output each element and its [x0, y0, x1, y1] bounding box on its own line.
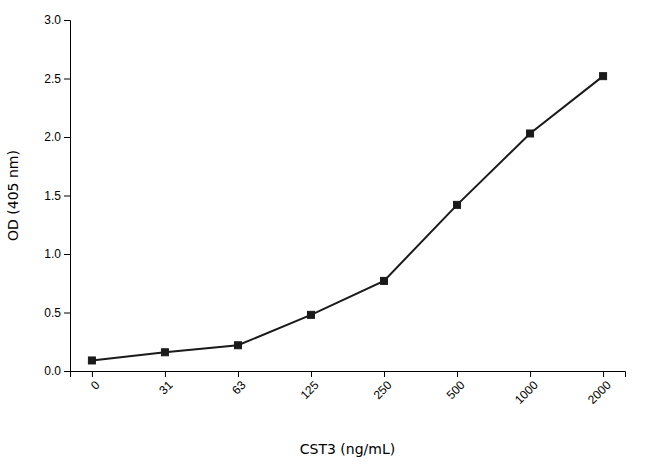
- x-tick: 500: [444, 371, 468, 402]
- y-axis: 0.0 0.5 1.0 1.5 2.0 2.5 3.0: [44, 13, 70, 378]
- x-tick: 63: [229, 371, 249, 397]
- y-tick-label: 2.5: [44, 72, 61, 86]
- marker: [454, 201, 461, 208]
- y-tick-mark: [64, 313, 70, 314]
- y-tick-label: 1.0: [44, 247, 61, 261]
- y-tick-mark: [64, 137, 70, 138]
- y-tick: 2.5: [44, 72, 70, 86]
- x-tick: 2000: [585, 371, 614, 407]
- x-axis-line: [71, 372, 626, 378]
- x-tick: 250: [371, 371, 395, 402]
- y-tick-mark: [64, 196, 70, 197]
- y-tick: 1.0: [44, 247, 70, 261]
- x-tick-mark: [603, 371, 604, 377]
- x-tick-mark: [530, 371, 531, 377]
- marker: [88, 357, 95, 364]
- marker: [307, 311, 314, 318]
- y-tick-mark: [64, 79, 70, 80]
- chart: 0 31 63 125 250 500 1000 2000 0.0 0.5 1.0 1.5 2.0 2.5…: [0, 0, 650, 466]
- x-tick-label: 0: [88, 378, 103, 393]
- plot-area: 0 31 63 125 250 500 1000 2000 0.0 0.5 1.0 1.5 2.0 2.5…: [44, 13, 625, 407]
- x-tick-label: 2000: [585, 378, 614, 407]
- y-tick: 2.0: [44, 130, 70, 144]
- y-tick-label: 0.0: [44, 364, 61, 378]
- y-tick: 3.0: [44, 13, 70, 27]
- y-tick-mark: [64, 254, 70, 255]
- marker: [527, 130, 534, 137]
- x-tick: 31: [156, 371, 176, 397]
- y-tick-mark: [64, 371, 70, 372]
- marker: [381, 277, 388, 284]
- x-tick-mark: [311, 371, 312, 377]
- y-axis-title: OD (405 nm): [5, 150, 21, 241]
- y-tick-label: 3.0: [44, 13, 61, 27]
- marker: [161, 349, 168, 356]
- x-tick: 125: [298, 371, 322, 402]
- x-tick-mark: [165, 371, 166, 377]
- y-tick: 0.5: [44, 306, 70, 320]
- x-tick-mark: [457, 371, 458, 377]
- x-tick-mark: [384, 371, 385, 377]
- line: [92, 76, 603, 360]
- y-axis-line: [64, 21, 71, 372]
- marker: [600, 73, 607, 80]
- series: [88, 73, 606, 364]
- x-tick-label: 1000: [512, 378, 541, 407]
- y-tick: 1.5: [44, 189, 70, 203]
- x-tick-mark: [92, 371, 93, 377]
- x-tick-label: 125: [298, 378, 322, 402]
- marker: [234, 342, 241, 349]
- x-tick-label: 250: [371, 378, 395, 402]
- y-tick-mark: [64, 20, 70, 21]
- x-tick-label: 500: [444, 378, 468, 402]
- y-tick-label: 0.5: [44, 306, 61, 320]
- y-tick-label: 2.0: [44, 130, 61, 144]
- x-tick: 1000: [512, 371, 541, 407]
- x-tick-label: 63: [229, 378, 249, 398]
- y-tick: 0.0: [44, 364, 70, 378]
- x-tick-mark: [238, 371, 239, 377]
- x-tick-label: 31: [156, 378, 176, 398]
- y-tick-label: 1.5: [44, 189, 61, 203]
- x-tick: 0: [88, 371, 103, 393]
- x-axis-title: CST3 (ng/mL): [300, 441, 395, 457]
- x-axis: 0 31 63 125 250 500 1000 2000: [71, 371, 626, 407]
